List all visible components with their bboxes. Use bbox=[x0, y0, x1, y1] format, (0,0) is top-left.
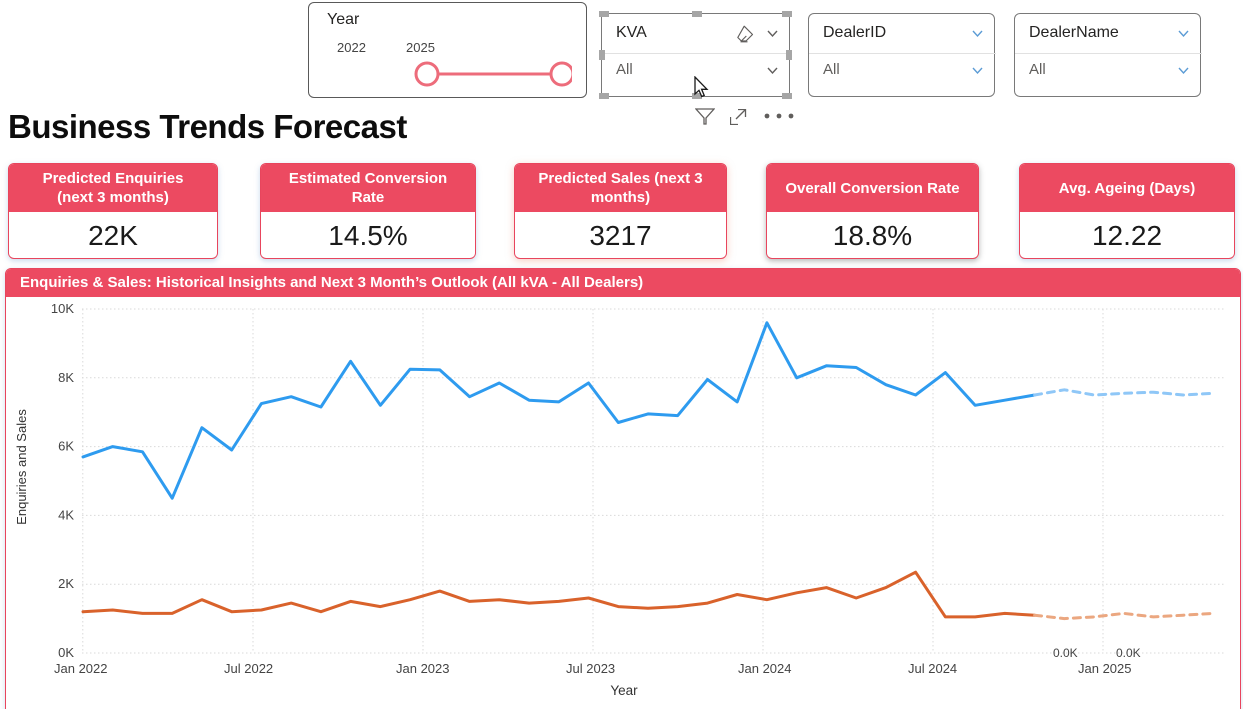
svg-text:0.0K: 0.0K bbox=[1116, 646, 1141, 660]
svg-text:Jul 2024: Jul 2024 bbox=[908, 661, 957, 676]
svg-text:10K: 10K bbox=[51, 301, 74, 316]
svg-text:Jan 2025: Jan 2025 bbox=[1078, 661, 1132, 676]
svg-text:Jul 2023: Jul 2023 bbox=[566, 661, 615, 676]
svg-text:Jan 2024: Jan 2024 bbox=[738, 661, 792, 676]
svg-text:0.0K: 0.0K bbox=[1053, 646, 1078, 660]
svg-text:Jan 2022: Jan 2022 bbox=[54, 661, 108, 676]
svg-text:8K: 8K bbox=[58, 370, 74, 385]
svg-text:2K: 2K bbox=[58, 576, 74, 591]
svg-text:Enquiries and Sales: Enquiries and Sales bbox=[14, 409, 29, 525]
svg-text:0K: 0K bbox=[58, 645, 74, 660]
svg-text:Year: Year bbox=[610, 683, 638, 698]
svg-text:Jan 2023: Jan 2023 bbox=[396, 661, 450, 676]
svg-text:6K: 6K bbox=[58, 439, 74, 454]
svg-text:Jul 2022: Jul 2022 bbox=[224, 661, 273, 676]
svg-text:4K: 4K bbox=[58, 507, 74, 522]
